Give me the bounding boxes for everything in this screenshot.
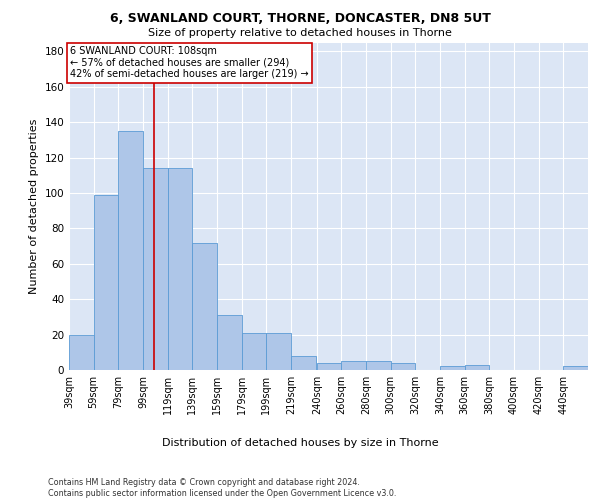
Bar [118, 131, 143, 370]
Bar [341, 361, 366, 370]
Bar [69, 334, 94, 370]
Bar [366, 361, 391, 370]
Bar [391, 363, 415, 370]
Bar [242, 333, 266, 370]
Bar [317, 363, 341, 370]
Bar [143, 168, 167, 370]
Bar [563, 366, 588, 370]
Bar [291, 356, 316, 370]
Bar [94, 194, 118, 370]
Bar [266, 333, 291, 370]
Text: 6 SWANLAND COURT: 108sqm
← 57% of detached houses are smaller (294)
42% of semi-: 6 SWANLAND COURT: 108sqm ← 57% of detach… [70, 46, 309, 79]
Text: Contains HM Land Registry data © Crown copyright and database right 2024.
Contai: Contains HM Land Registry data © Crown c… [48, 478, 397, 498]
Text: Size of property relative to detached houses in Thorne: Size of property relative to detached ho… [148, 28, 452, 38]
Y-axis label: Number of detached properties: Number of detached properties [29, 118, 39, 294]
Bar [440, 366, 465, 370]
Bar [167, 168, 192, 370]
Bar [465, 364, 490, 370]
Text: 6, SWANLAND COURT, THORNE, DONCASTER, DN8 5UT: 6, SWANLAND COURT, THORNE, DONCASTER, DN… [110, 12, 490, 26]
Bar [217, 315, 242, 370]
Text: Distribution of detached houses by size in Thorne: Distribution of detached houses by size … [161, 438, 439, 448]
Bar [192, 242, 217, 370]
